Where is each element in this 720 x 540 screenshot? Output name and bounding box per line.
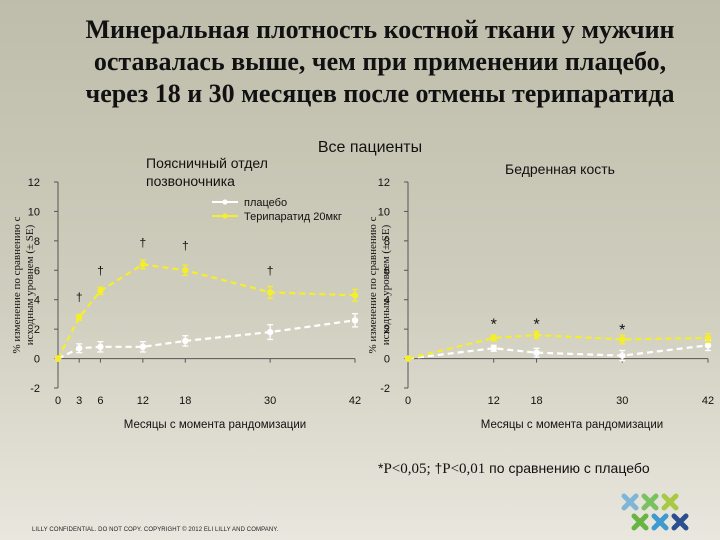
- lumbar-series-0-point: [182, 337, 189, 345]
- lumbar-y-tick-label: 10: [28, 206, 40, 218]
- lumbar-x-tick-label: 12: [137, 395, 149, 407]
- femur-y-tick-label: 12: [378, 177, 390, 189]
- femur-series-1-point: [619, 336, 626, 343]
- lumbar-y-tick-label: -2: [30, 383, 40, 395]
- femur-x-tick-label: 42: [702, 395, 714, 407]
- femur-series-1-point: [404, 355, 412, 362]
- femur-series-1-line: [407, 333, 709, 360]
- title-line-1: Минеральная плотность костной ткани у му…: [85, 15, 675, 44]
- femur-y-tick-label: 0: [384, 354, 390, 366]
- legend-marker-0: [222, 199, 228, 205]
- femur-x-tick-label: 12: [488, 395, 500, 407]
- lumbar-series-1-point: [351, 292, 359, 299]
- femur-y-tick-label: 10: [378, 206, 390, 218]
- lumbar-series-0-point: [97, 343, 104, 350]
- subtitle: Все пациенты: [318, 139, 422, 156]
- femur-series-0-line: [407, 344, 709, 360]
- lumbar-x-tick-label: 42: [349, 395, 361, 407]
- femur-y-tick-label: 6: [384, 265, 390, 277]
- femur-series-0-point: [490, 345, 497, 352]
- femur-series-1-point: [533, 331, 540, 339]
- femur-significance-mark: *: [619, 322, 625, 339]
- lumbar-x-tick-label: 0: [55, 395, 61, 407]
- note-rest: по сравнению с плацебо: [485, 460, 650, 476]
- lumbar-title-line-1: Поясничный отдел: [146, 155, 268, 171]
- femur-series-0-point: [619, 352, 626, 359]
- lumbar-y-tick-label: 0: [34, 354, 40, 366]
- femur-significance-mark: *: [491, 316, 497, 333]
- lumbar-series-0-line: [57, 319, 356, 360]
- lumbar-x-tick-label: 18: [179, 395, 191, 407]
- lumbar-y-tick-label: 6: [34, 265, 40, 277]
- femur-chart: Бедренная кость -2 0 2 4 6 8 10 12 0 12 18 30 42 Месяц…: [367, 161, 714, 431]
- femur-y-tick-label: 8: [384, 236, 390, 248]
- company-logo: [621, 493, 689, 531]
- lumbar-series-1-point: [76, 314, 83, 321]
- lumbar-y-tick-label: 8: [34, 236, 40, 248]
- lumbar-y-axis-label-line-1: % изменение по сравнению с: [11, 216, 23, 353]
- significance-note: *P<0,05; †P<0,01 по сравнению с плацебо: [378, 460, 650, 478]
- lumbar-x-tick-label: 3: [76, 395, 82, 407]
- lumbar-significance-mark: †: [97, 264, 104, 278]
- lumbar-significance-mark: †: [267, 264, 274, 278]
- femur-y-tick-label: 2: [384, 324, 390, 336]
- lumbar-spine-chart: Поясничный отдел позвоночника -2 0 2 4 6 8 10 12 0…: [11, 155, 361, 431]
- femur-y-tick-label: -2: [380, 383, 390, 395]
- lumbar-y-tick-label: 12: [28, 177, 40, 189]
- title-line-3: через 18 и 30 месяцев после отмены терип…: [85, 79, 675, 108]
- lumbar-title-line-2: позвоночника: [146, 173, 235, 189]
- legend-marker-1: [222, 213, 228, 219]
- lumbar-x-tick-label: 6: [97, 395, 103, 407]
- lumbar-y-tick-label: 4: [34, 295, 40, 307]
- femur-x-tick-label: 0: [405, 395, 411, 407]
- femur-series-0-point: [704, 342, 712, 349]
- title-line-2: оставалась выше, чем при применении плац…: [93, 47, 667, 76]
- femur-series-0-point: [533, 349, 540, 356]
- note-dagger: †: [434, 460, 443, 476]
- femur-series-1-point: [490, 334, 497, 342]
- femur-y-tick-label: 4: [384, 295, 390, 307]
- note-p2: P<0,01: [442, 461, 486, 477]
- lumbar-significance-mark: †: [182, 239, 189, 253]
- lumbar-significance-mark: †: [140, 236, 147, 250]
- femur-y-axis-label-line-1: % изменение по сравнению с: [367, 216, 379, 353]
- legend-label-1: Терипаратид 20мкг: [244, 211, 342, 223]
- lumbar-y-tick-label: 2: [34, 324, 40, 336]
- femur-title: Бедренная кость: [505, 161, 615, 177]
- femur-x-tick-label: 18: [530, 395, 542, 407]
- legend-label-0: плацебо: [244, 197, 287, 209]
- lumbar-x-axis-label: Месяцы с момента рандомизации: [124, 419, 306, 431]
- lumbar-series-1-point: [97, 287, 104, 295]
- lumbar-series-1-point: [54, 355, 62, 362]
- lumbar-series-0-point: [266, 328, 274, 336]
- lumbar-series-1-point: [182, 267, 189, 274]
- lumbar-series-0-point: [139, 343, 147, 350]
- lumbar-x-tick-label: 30: [264, 395, 276, 407]
- note-star: *: [378, 460, 384, 476]
- note-p1: P<0,05;: [383, 461, 435, 477]
- femur-y-axis-label-line-2: исходным уровнем (± SE): [380, 224, 392, 345]
- lumbar-significance-mark: †: [76, 290, 83, 304]
- lumbar-series-0-point: [76, 345, 83, 352]
- slide-title: Минеральная плотность костной ткани у му…: [40, 14, 720, 110]
- femur-x-tick-label: 30: [616, 395, 628, 407]
- femur-x-axis-label: Месяцы с момента рандомизации: [481, 419, 663, 431]
- femur-series-1-point: [704, 334, 712, 342]
- copyright-footer: LILLY CONFIDENTIAL. DO NOT COPY. COPYRIG…: [32, 527, 279, 533]
- femur-significance-mark: *: [533, 316, 539, 333]
- lumbar-series-1-point: [139, 261, 147, 268]
- lumbar-y-axis-label-line-2: исходным уровнем (± SE): [24, 224, 36, 345]
- lumbar-series-1-point: [266, 289, 274, 296]
- lumbar-series-0-point: [351, 317, 359, 324]
